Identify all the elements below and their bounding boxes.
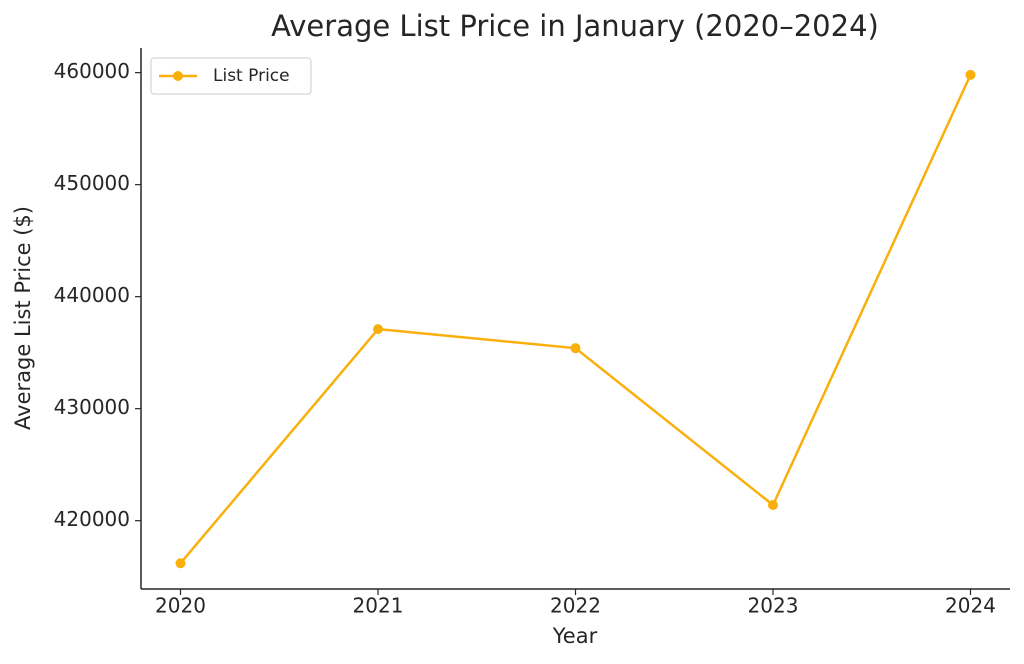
- x-tick-label: 2021: [353, 594, 404, 618]
- y-axis-label: Average List Price ($): [11, 206, 35, 430]
- y-tick-label: 460000: [54, 59, 130, 83]
- legend-label: List Price: [213, 66, 290, 86]
- marker: [175, 558, 186, 569]
- x-tick-label: 2024: [945, 594, 996, 618]
- marker: [965, 69, 976, 80]
- y-tick-label: 440000: [54, 283, 130, 307]
- legend-marker: [173, 71, 183, 81]
- x-tick-label: 2020: [155, 594, 206, 618]
- y-tick-label: 450000: [54, 171, 130, 195]
- x-tick-label: 2023: [748, 594, 799, 618]
- line: [179, 74, 972, 565]
- marker: [373, 324, 383, 335]
- y-tick-label: 420000: [54, 507, 130, 531]
- legend-box: [150, 57, 312, 95]
- y-tick-label: 430000: [54, 395, 130, 419]
- marker: [768, 499, 778, 510]
- chart-title: Average List Price in January (2020–2024…: [271, 9, 879, 43]
- x-tick-label: 2022: [550, 594, 601, 618]
- marker: [570, 343, 581, 354]
- x-axis-label: Year: [552, 624, 598, 648]
